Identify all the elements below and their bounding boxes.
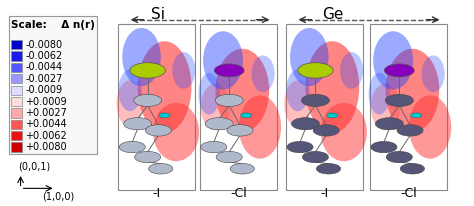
Circle shape <box>298 63 333 78</box>
Bar <box>11 142 21 152</box>
Ellipse shape <box>118 70 142 111</box>
Text: +0.0044: +0.0044 <box>25 119 67 129</box>
Ellipse shape <box>286 70 309 111</box>
Bar <box>11 85 21 95</box>
Circle shape <box>384 64 414 77</box>
Ellipse shape <box>153 103 199 161</box>
Circle shape <box>149 163 173 174</box>
Circle shape <box>302 151 328 163</box>
Circle shape <box>397 125 423 136</box>
Ellipse shape <box>409 95 451 159</box>
Ellipse shape <box>199 73 220 115</box>
Circle shape <box>316 163 341 174</box>
Bar <box>11 108 21 118</box>
Circle shape <box>205 118 233 130</box>
Ellipse shape <box>239 95 281 159</box>
Circle shape <box>215 94 243 107</box>
Circle shape <box>159 113 170 118</box>
Ellipse shape <box>203 31 243 90</box>
Circle shape <box>119 141 146 153</box>
Circle shape <box>385 94 413 107</box>
Circle shape <box>287 141 313 153</box>
Ellipse shape <box>305 41 359 133</box>
Text: -0.0080: -0.0080 <box>25 40 63 50</box>
Text: -0.0009: -0.0009 <box>25 85 63 95</box>
Circle shape <box>214 64 244 77</box>
Bar <box>11 40 21 49</box>
Text: +0.0062: +0.0062 <box>25 131 67 141</box>
Circle shape <box>227 125 253 136</box>
Circle shape <box>301 94 329 107</box>
Text: Ge: Ge <box>322 7 344 22</box>
Text: -I: -I <box>153 186 161 200</box>
Circle shape <box>216 151 242 163</box>
Bar <box>11 63 21 72</box>
Ellipse shape <box>321 103 367 161</box>
Ellipse shape <box>369 73 390 115</box>
Circle shape <box>292 118 319 130</box>
Ellipse shape <box>201 84 230 130</box>
Text: +0.0009: +0.0009 <box>25 97 67 107</box>
Text: (1,0,0): (1,0,0) <box>42 191 74 201</box>
Text: -0.0062: -0.0062 <box>25 51 63 61</box>
Circle shape <box>371 141 397 153</box>
Bar <box>200 24 277 190</box>
Bar <box>11 52 21 61</box>
Bar <box>118 24 195 190</box>
Bar <box>11 97 21 106</box>
Ellipse shape <box>252 55 274 92</box>
Text: -Cl: -Cl <box>400 186 417 200</box>
Ellipse shape <box>137 41 191 133</box>
Circle shape <box>135 151 161 163</box>
Bar <box>11 74 21 83</box>
Text: -0.0027: -0.0027 <box>25 74 63 84</box>
Circle shape <box>134 94 162 107</box>
Circle shape <box>313 125 339 136</box>
Ellipse shape <box>215 49 269 132</box>
Ellipse shape <box>371 84 400 130</box>
Ellipse shape <box>340 52 363 89</box>
Text: -0.0044: -0.0044 <box>25 62 63 73</box>
Circle shape <box>201 141 227 153</box>
Ellipse shape <box>385 49 439 132</box>
Bar <box>11 131 21 140</box>
Text: +0.0027: +0.0027 <box>25 108 67 118</box>
Circle shape <box>130 63 165 78</box>
Circle shape <box>327 113 338 118</box>
Circle shape <box>230 163 255 174</box>
Ellipse shape <box>172 52 195 89</box>
Bar <box>11 120 21 129</box>
Circle shape <box>410 113 422 118</box>
Text: -I: -I <box>320 186 328 200</box>
Ellipse shape <box>373 31 413 90</box>
Text: Scale:    Δ n(r): Scale: Δ n(r) <box>11 20 95 30</box>
Text: (0,0,1): (0,0,1) <box>18 161 51 171</box>
Ellipse shape <box>284 80 311 127</box>
Circle shape <box>386 151 412 163</box>
Circle shape <box>146 125 172 136</box>
Circle shape <box>375 118 403 130</box>
Text: +0.0080: +0.0080 <box>25 142 67 152</box>
Ellipse shape <box>122 28 161 86</box>
Bar <box>370 24 447 190</box>
Ellipse shape <box>421 55 445 92</box>
Text: Si: Si <box>151 7 165 22</box>
Ellipse shape <box>117 80 144 127</box>
Text: -Cl: -Cl <box>230 186 247 200</box>
Circle shape <box>124 118 152 130</box>
Circle shape <box>400 163 425 174</box>
Circle shape <box>240 113 252 118</box>
Bar <box>286 24 363 190</box>
Bar <box>9 16 98 154</box>
Ellipse shape <box>290 28 328 86</box>
